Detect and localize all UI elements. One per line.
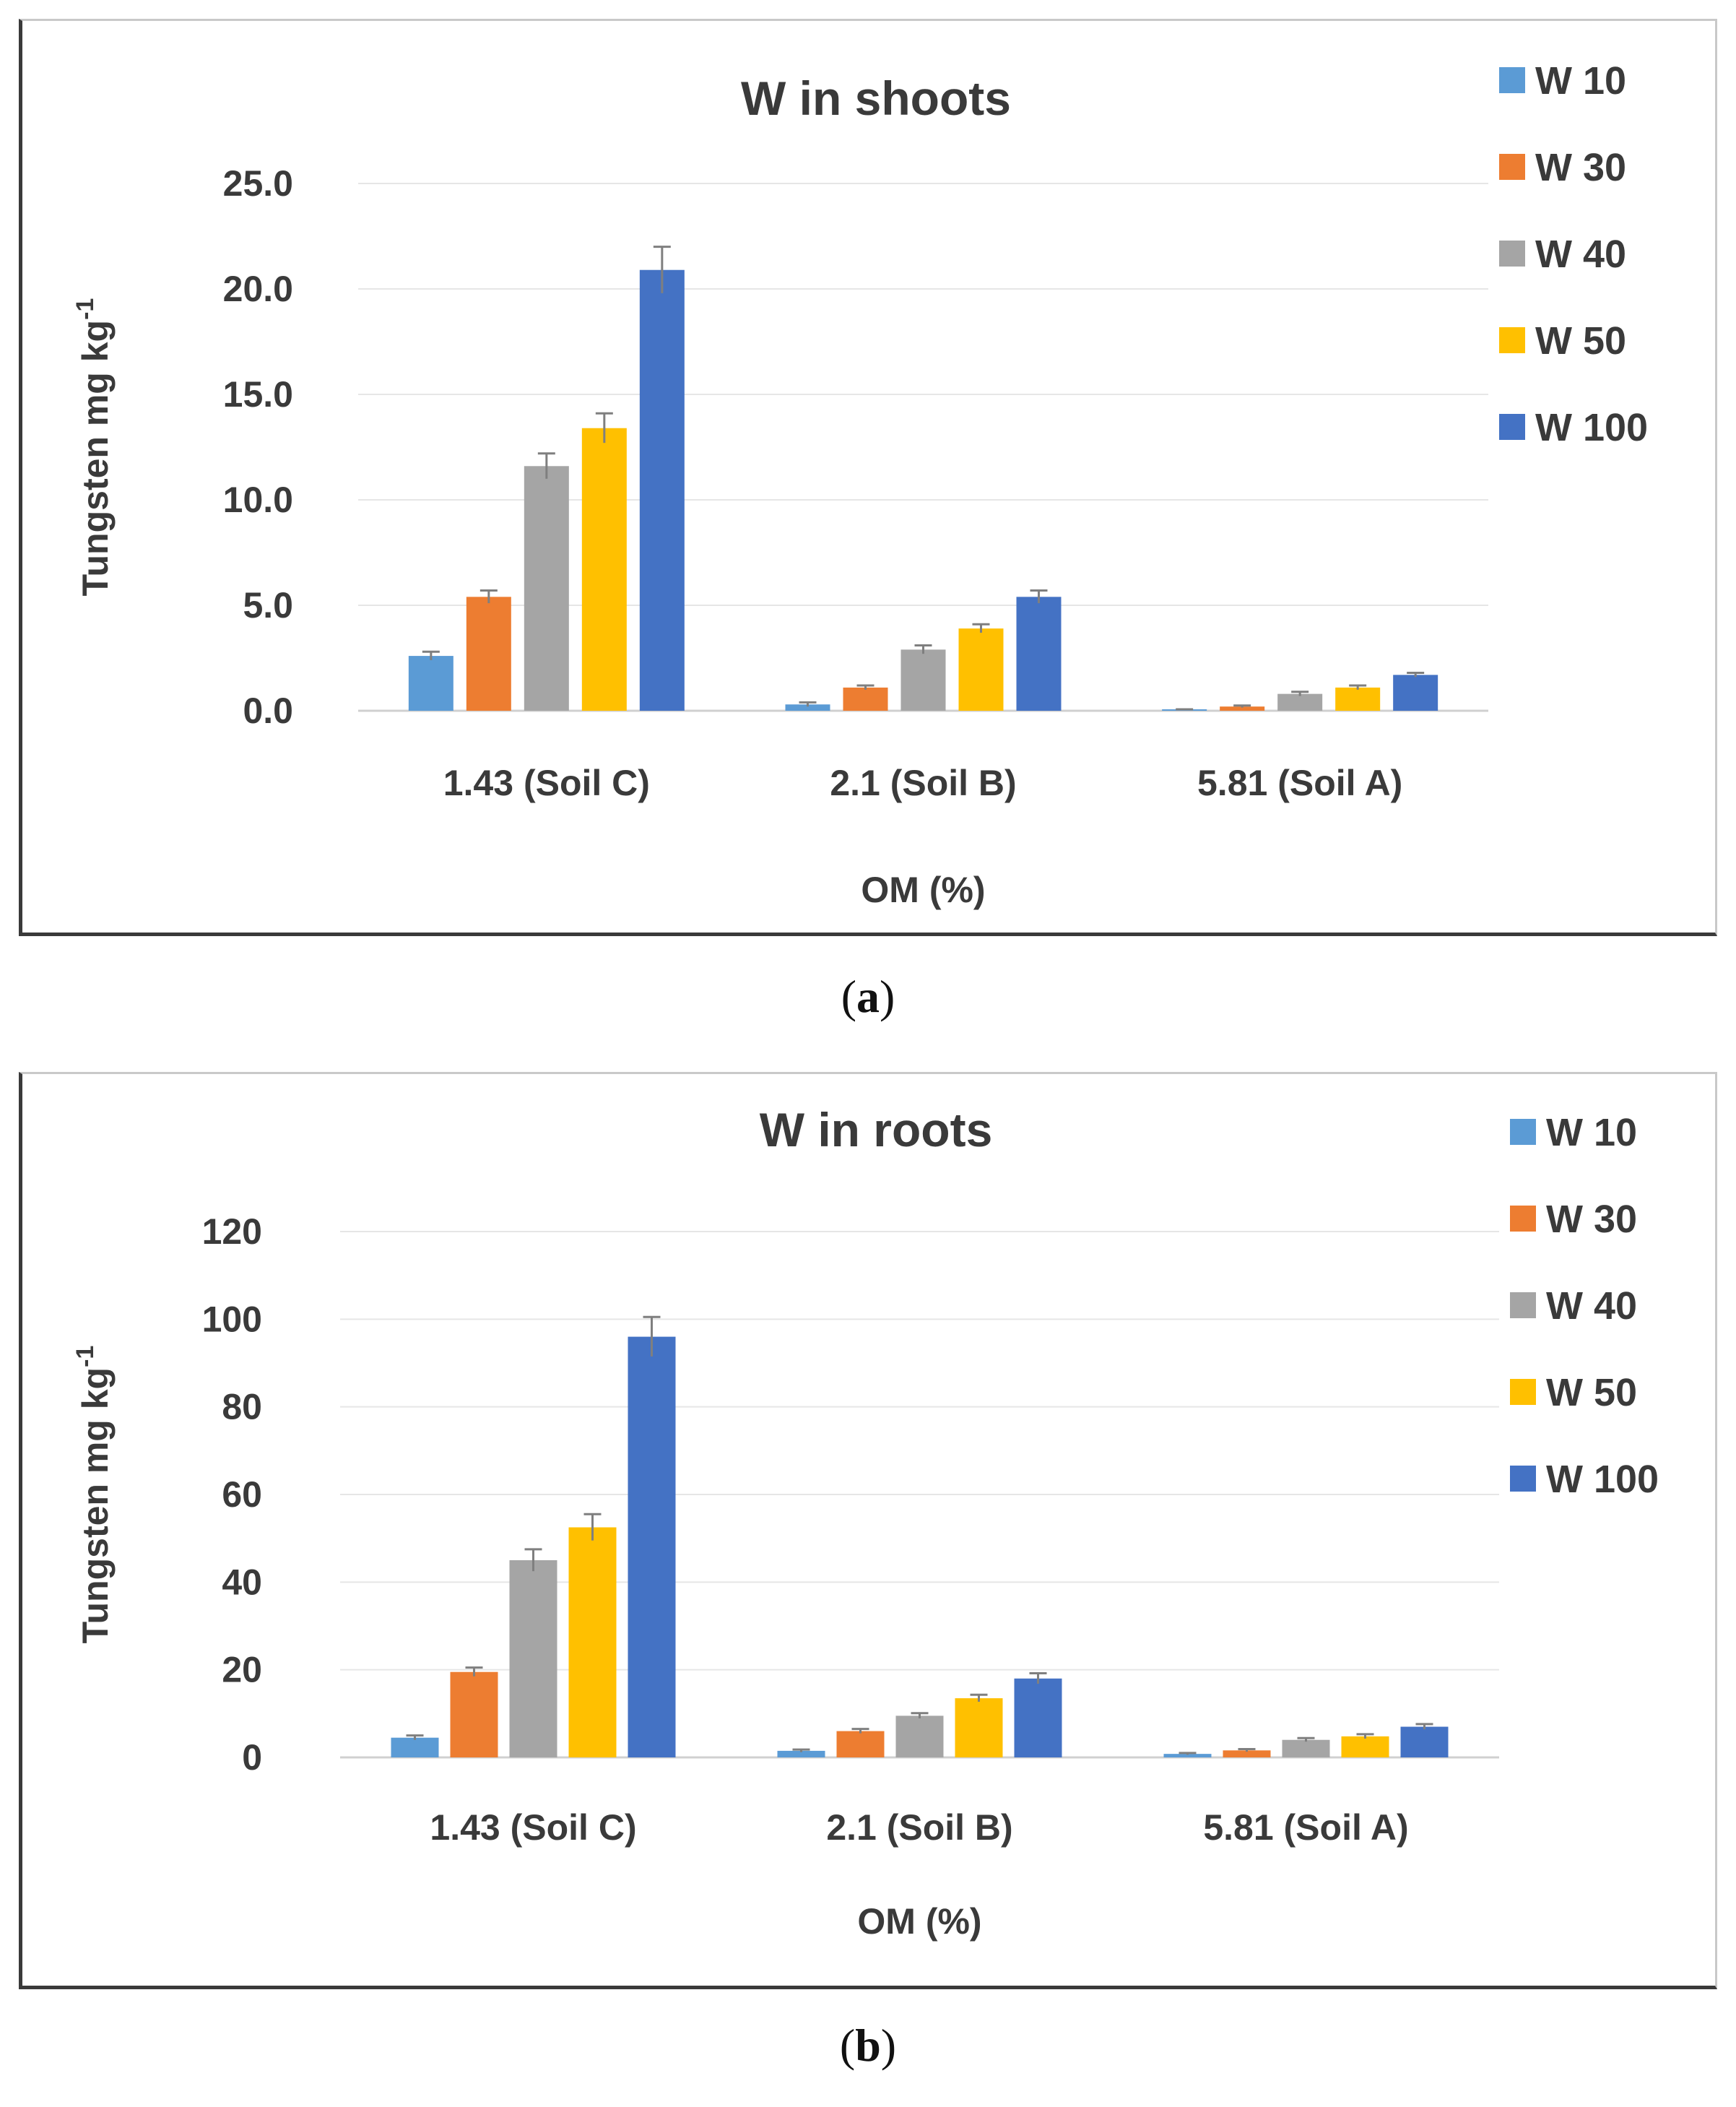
shoots-legend-label-2: W 40 — [1535, 233, 1626, 276]
roots-bar-w40-cat0 — [509, 1560, 557, 1757]
shoots-bar-w10-cat0 — [408, 656, 453, 711]
shoots-category-label-0: 1.43 (Soil C) — [443, 763, 650, 803]
roots-legend-label-0: W 10 — [1546, 1111, 1637, 1154]
roots-legend-label-4: W 100 — [1546, 1458, 1659, 1501]
roots-legend-label-2: W 40 — [1546, 1284, 1637, 1328]
roots-ytick-label-4: 80 — [222, 1387, 262, 1427]
shoots-bar-w10-cat1 — [785, 704, 830, 711]
roots-x-axis-label: OM (%) — [857, 1901, 981, 1942]
shoots-legend-swatch-2 — [1499, 241, 1525, 267]
roots-legend-label-1: W 30 — [1546, 1198, 1637, 1241]
roots-chart-svg: 0 20 40 60 80 100 120 W in roots Tungsten mg kg-… — [71, 1103, 1659, 1942]
roots-bar-w10-cat0 — [391, 1737, 439, 1757]
roots-bar-w10-cat2 — [1163, 1754, 1212, 1757]
shoots-ytick-label-5: 25.0 — [223, 163, 293, 204]
shoots-legend-label-4: W 100 — [1535, 406, 1648, 449]
roots-bar-w40-cat1 — [895, 1716, 944, 1757]
roots-bar-w30-cat2 — [1223, 1750, 1271, 1757]
shoots-category-label-2: 5.81 (Soil A) — [1197, 763, 1402, 803]
roots-ytick-label-1: 20 — [222, 1650, 262, 1690]
roots-legend-swatch-0 — [1510, 1119, 1536, 1145]
shoots-bar-w50-cat1 — [958, 628, 1004, 711]
shoots-legend-label-0: W 10 — [1535, 59, 1626, 103]
shoots-ytick-label-0: 0.0 — [243, 691, 293, 731]
roots-legend-swatch-3 — [1510, 1379, 1536, 1405]
shoots-ytick-label-2: 10.0 — [223, 480, 293, 520]
roots-ytick-label-6: 120 — [202, 1211, 262, 1252]
roots-bar-w40-cat2 — [1282, 1739, 1330, 1757]
shoots-ytick-label-1: 5.0 — [243, 585, 293, 626]
roots-bar-w10-cat1 — [777, 1750, 825, 1757]
shoots-legend-swatch-1 — [1499, 154, 1525, 180]
roots-bar-w30-cat1 — [836, 1731, 885, 1757]
roots-category-label-0: 1.43 (Soil C) — [430, 1807, 636, 1848]
shoots-bar-w40-cat1 — [900, 649, 946, 711]
roots-ytick-label-2: 40 — [222, 1562, 262, 1602]
shoots-bar-w100-cat1 — [1016, 597, 1062, 711]
shoots-ytick-label-4: 20.0 — [223, 269, 293, 309]
chart-panel-shoots: 0.0 5.0 10.0 15.0 20.0 25.0 W in shoots Tungste… — [19, 19, 1717, 936]
caption-a-letter: a — [856, 971, 880, 1022]
roots-y-axis-label: Tungsten mg kg-1 — [71, 1346, 116, 1644]
roots-category-label-2: 5.81 (Soil A) — [1203, 1807, 1408, 1848]
caption-b-letter: b — [855, 2020, 881, 2071]
roots-legend-swatch-1 — [1510, 1206, 1536, 1232]
roots-bar-w50-cat1 — [955, 1698, 1003, 1757]
shoots-bar-w40-cat0 — [524, 466, 569, 711]
shoots-legend-swatch-0 — [1499, 67, 1525, 93]
chart-panel-roots: 0 20 40 60 80 100 120 W in roots Tungsten mg kg-… — [19, 1072, 1717, 1989]
roots-bar-w100-cat1 — [1014, 1678, 1062, 1757]
roots-bar-w30-cat0 — [450, 1671, 498, 1757]
shoots-ytick-label-3: 15.0 — [223, 374, 293, 415]
shoots-legend-swatch-4 — [1499, 414, 1525, 440]
shoots-x-axis-label: OM (%) — [861, 870, 985, 910]
roots-ytick-label-3: 60 — [222, 1474, 262, 1515]
caption-a: (a) — [841, 971, 895, 1022]
roots-bar-w100-cat0 — [628, 1336, 676, 1757]
caption-b: (b) — [839, 2020, 897, 2071]
shoots-chart-title: W in shoots — [741, 72, 1011, 125]
shoots-bar-w40-cat2 — [1277, 693, 1323, 711]
shoots-bar-w100-cat2 — [1393, 675, 1438, 711]
shoots-y-axis-label: Tungsten mg kg-1 — [71, 298, 116, 597]
shoots-y-axis-label-text: Tungsten mg kg — [75, 320, 116, 596]
shoots-bar-w50-cat0 — [581, 428, 627, 711]
shoots-bar-w30-cat2 — [1220, 706, 1265, 711]
roots-legend-swatch-2 — [1510, 1292, 1536, 1318]
roots-y-axis-label-text: Tungsten mg kg — [75, 1367, 116, 1643]
shoots-bar-w30-cat0 — [466, 597, 511, 711]
shoots-category-label-1: 2.1 (Soil B) — [830, 763, 1016, 803]
roots-ytick-label-5: 100 — [202, 1299, 262, 1339]
roots-ytick-label-0: 0 — [242, 1737, 262, 1778]
shoots-legend-label-1: W 30 — [1535, 146, 1626, 189]
shoots-legend-label-3: W 50 — [1535, 319, 1626, 363]
roots-y-axis-label-superscript: -1 — [71, 1346, 99, 1367]
roots-bar-w50-cat2 — [1341, 1736, 1389, 1757]
roots-legend-swatch-4 — [1510, 1466, 1536, 1492]
roots-chart-title: W in roots — [760, 1103, 993, 1156]
shoots-bar-w100-cat0 — [639, 269, 685, 711]
roots-category-label-1: 2.1 (Soil B) — [826, 1807, 1012, 1848]
roots-bar-w100-cat2 — [1400, 1726, 1449, 1757]
roots-bar-w50-cat0 — [568, 1527, 617, 1757]
shoots-bar-w50-cat2 — [1335, 687, 1381, 711]
roots-legend-label-3: W 50 — [1546, 1371, 1637, 1414]
shoots-chart-svg: 0.0 5.0 10.0 15.0 20.0 25.0 W in shoots Tungste… — [71, 59, 1648, 910]
shoots-bar-w30-cat1 — [843, 687, 888, 711]
shoots-legend-swatch-3 — [1499, 327, 1525, 353]
shoots-y-axis-label-superscript: -1 — [71, 298, 99, 320]
